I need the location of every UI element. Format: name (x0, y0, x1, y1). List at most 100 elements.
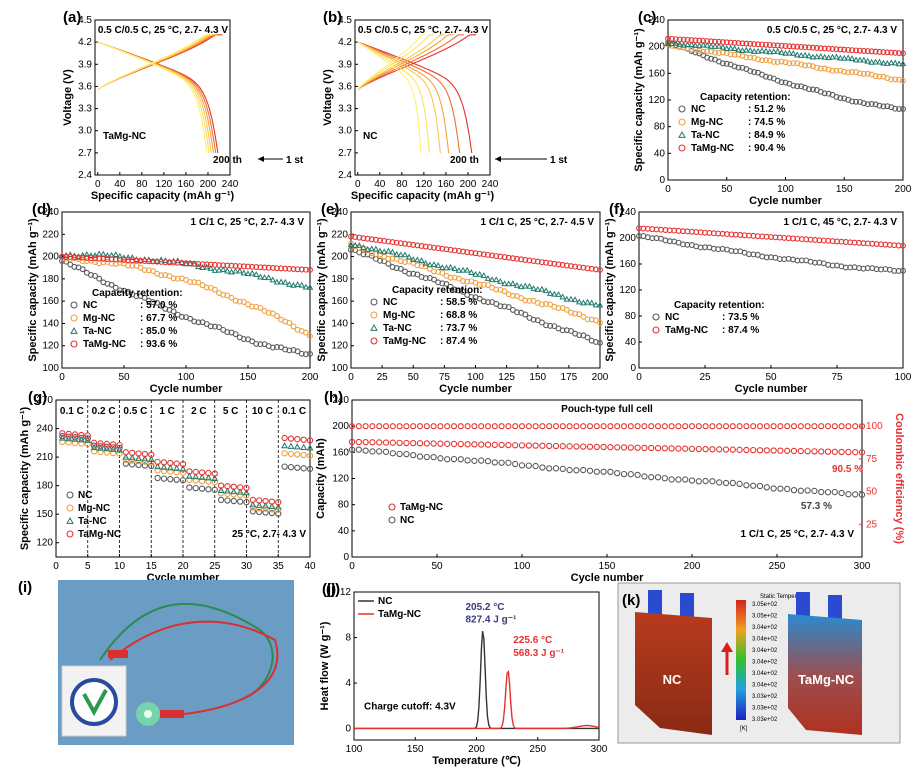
data-point (170, 308, 177, 315)
data-point (729, 423, 736, 430)
x-tick-label: 200 (460, 179, 477, 190)
data-point (273, 313, 280, 319)
data-point (300, 436, 307, 443)
data-point (539, 423, 546, 430)
data-point (396, 450, 403, 458)
data-point (837, 46, 844, 53)
data-point (243, 492, 250, 499)
legend-name: TaMg-NC (378, 609, 421, 620)
legend-name: NC (78, 490, 92, 501)
y-tick-label: 150 (36, 509, 53, 520)
data-point (249, 508, 256, 515)
data-point (704, 54, 711, 61)
data-point (756, 482, 764, 490)
discharge-curve (357, 41, 441, 153)
x-tick-label: 120 (416, 179, 433, 190)
data-point (841, 68, 848, 75)
data-point (547, 260, 554, 267)
data-point (551, 260, 558, 267)
data-point (688, 423, 696, 430)
data-point (600, 423, 607, 430)
data-point (376, 247, 384, 254)
data-point (559, 293, 566, 300)
data-point (77, 436, 85, 443)
x-tick-label: 100 (514, 561, 531, 572)
data-point (731, 39, 738, 46)
data-point (240, 269, 248, 276)
data-point (688, 445, 696, 452)
data-point (576, 264, 583, 271)
data-point (825, 45, 832, 52)
data-point (838, 423, 845, 430)
data-point (678, 105, 686, 113)
data-point (370, 311, 378, 319)
data-point (198, 473, 206, 480)
data-point (65, 430, 72, 438)
data-point (809, 53, 817, 60)
data-point (782, 43, 789, 49)
data-point (273, 265, 280, 272)
y-tick-label: 240 (648, 15, 665, 26)
data-point (778, 58, 785, 65)
data-point (802, 62, 809, 69)
data-point (607, 468, 614, 476)
data-point (818, 488, 825, 496)
y-tick-label: 210 (36, 452, 53, 463)
data-point (485, 299, 491, 306)
y-tick-label: 120 (36, 538, 53, 549)
data-point (712, 38, 718, 45)
data-point (512, 460, 519, 468)
data-point (770, 48, 777, 55)
panel-label-g: (g) (28, 389, 47, 406)
y-axis-label: Specific capacity (mAh g⁻¹) (633, 28, 645, 172)
data-point (552, 442, 560, 450)
data-point (566, 443, 573, 450)
data-point (704, 48, 711, 55)
data-point (129, 449, 136, 457)
data-point (678, 118, 686, 126)
data-point (811, 423, 818, 430)
data-point (302, 351, 309, 358)
charge-curve (357, 34, 434, 91)
data-point (389, 423, 396, 430)
data-point (389, 450, 396, 457)
y-axis-label: Specific capacity (mAh g⁻¹) (604, 218, 616, 362)
data-point (584, 265, 591, 272)
data-point (302, 266, 309, 273)
x-tick-label: 40 (304, 561, 316, 572)
data-point (464, 278, 471, 285)
data-point (491, 423, 498, 430)
data-point (141, 450, 149, 458)
data-point (708, 48, 715, 55)
y-tick-label: 200 (332, 421, 349, 432)
data-point (480, 272, 488, 278)
data-point (468, 269, 475, 275)
data-point (416, 423, 424, 430)
data-point (559, 261, 566, 268)
data-point (648, 423, 655, 430)
data-point (853, 98, 859, 105)
data-point (586, 423, 594, 430)
data-point (702, 445, 709, 453)
data-point (856, 56, 864, 63)
x-axis-label: Specific capacity (mAh g⁻¹) (351, 190, 495, 202)
data-point (900, 50, 906, 57)
data-point (476, 281, 483, 288)
data-point (236, 491, 244, 499)
data-point (84, 441, 91, 448)
data-point (559, 423, 566, 430)
data-point (678, 130, 686, 138)
data-point (573, 443, 580, 450)
data-point (393, 250, 400, 257)
data-point (833, 46, 840, 53)
data-point (484, 457, 492, 465)
discharge-curve (357, 41, 450, 153)
panel-label-k: (k) (622, 592, 640, 609)
data-point (497, 253, 504, 260)
data-point (509, 292, 516, 299)
panel-h: 0 50 100 150 200 250 300 0 40 80 120 160 200 240 Cycle… (315, 389, 905, 584)
data-point (766, 42, 773, 48)
data-point (65, 439, 72, 446)
chart-title: Pouch-type full cell (561, 404, 653, 415)
